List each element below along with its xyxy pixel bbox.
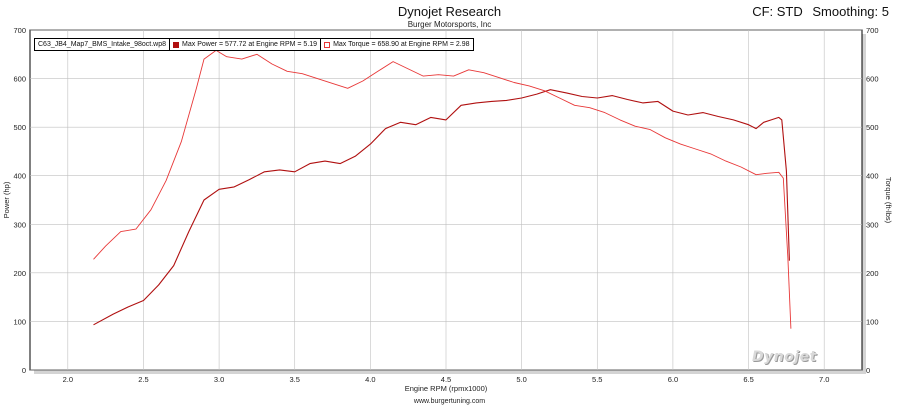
- x-axis-label: Engine RPM (rpmx1000): [405, 384, 488, 393]
- y-tick-label: 400: [13, 172, 26, 181]
- x-tick-label: 2.0: [63, 375, 73, 384]
- legend-torque-label: Max Torque = 658.90 at Engine RPM = 2.98: [333, 41, 470, 48]
- smoothing-label: Smoothing: 5: [812, 4, 889, 19]
- legend-power: Max Power = 577.72 at Engine RPM = 5.19: [170, 39, 322, 50]
- x-tick-label: 6.0: [668, 375, 678, 384]
- y-tick-label: 0: [22, 366, 26, 375]
- legend-power-swatch: [173, 41, 180, 48]
- footer-url: www.burgertuning.com: [413, 398, 486, 405]
- legend: C63_JB4_Map7_BMS_Intake_98oct.wp8 Max Po…: [34, 38, 474, 51]
- chart-subtitle: Burger Motorsports, Inc: [407, 20, 492, 29]
- y2-tick-label: 700: [866, 26, 879, 35]
- legend-torque-swatch: [324, 41, 331, 48]
- legend-file: C63_JB4_Map7_BMS_Intake_98oct.wp8: [35, 39, 171, 50]
- x-tick-label: 5.5: [592, 375, 602, 384]
- y-tick-label: 100: [13, 317, 26, 326]
- dynojet-logo: Dynojet: [752, 349, 817, 365]
- legend-file-label: C63_JB4_Map7_BMS_Intake_98oct.wp8: [38, 41, 167, 48]
- x-tick-label: 3.5: [290, 375, 300, 384]
- y2-tick-label: 600: [866, 75, 879, 84]
- x-tick-label: 4.0: [365, 375, 375, 384]
- chart-title: Dynojet Research: [397, 4, 502, 19]
- y-tick-label: 600: [13, 75, 26, 84]
- x-tick-label: 6.5: [743, 375, 753, 384]
- grid-lines: [30, 29, 862, 371]
- y2-tick-label: 400: [866, 172, 879, 181]
- y2-axis-label: Torque (ft-lbs): [884, 177, 893, 224]
- y-tick-label: 500: [13, 123, 26, 132]
- cf-smoothing-label: CF: STD Smoothing: 5: [746, 4, 889, 19]
- y2-tick-label: 500: [866, 123, 879, 132]
- x-tick-label: 7.0: [819, 375, 829, 384]
- legend-torque: Max Torque = 658.90 at Engine RPM = 2.98: [321, 39, 472, 50]
- x-tick-label: 4.5: [441, 375, 451, 384]
- x-tick-label: 5.0: [516, 375, 526, 384]
- cf-label: CF: STD: [752, 4, 803, 19]
- y2-tick-label: 0: [866, 366, 870, 375]
- y-tick-label: 300: [13, 220, 26, 229]
- y-tick-label: 200: [13, 269, 26, 278]
- power-line: [93, 89, 790, 326]
- y-tick-label: 700: [13, 26, 26, 35]
- series-lines: [93, 49, 792, 329]
- y-axis-label: Power (hp): [2, 181, 11, 218]
- legend-power-label: Max Power = 577.72 at Engine RPM = 5.19: [182, 41, 318, 48]
- torque-line: [93, 49, 792, 329]
- y2-tick-label: 200: [866, 269, 879, 278]
- x-tick-label: 3.0: [214, 375, 224, 384]
- y2-tick-label: 100: [866, 317, 879, 326]
- x-tick-label: 2.5: [138, 375, 148, 384]
- y2-tick-label: 300: [866, 220, 879, 229]
- tick-labels: 2.0 2.5 3.0 3.5 4.0 4.5 5.0 5.5 6.0 6.5 7.0 0 0 100 10…: [13, 26, 878, 384]
